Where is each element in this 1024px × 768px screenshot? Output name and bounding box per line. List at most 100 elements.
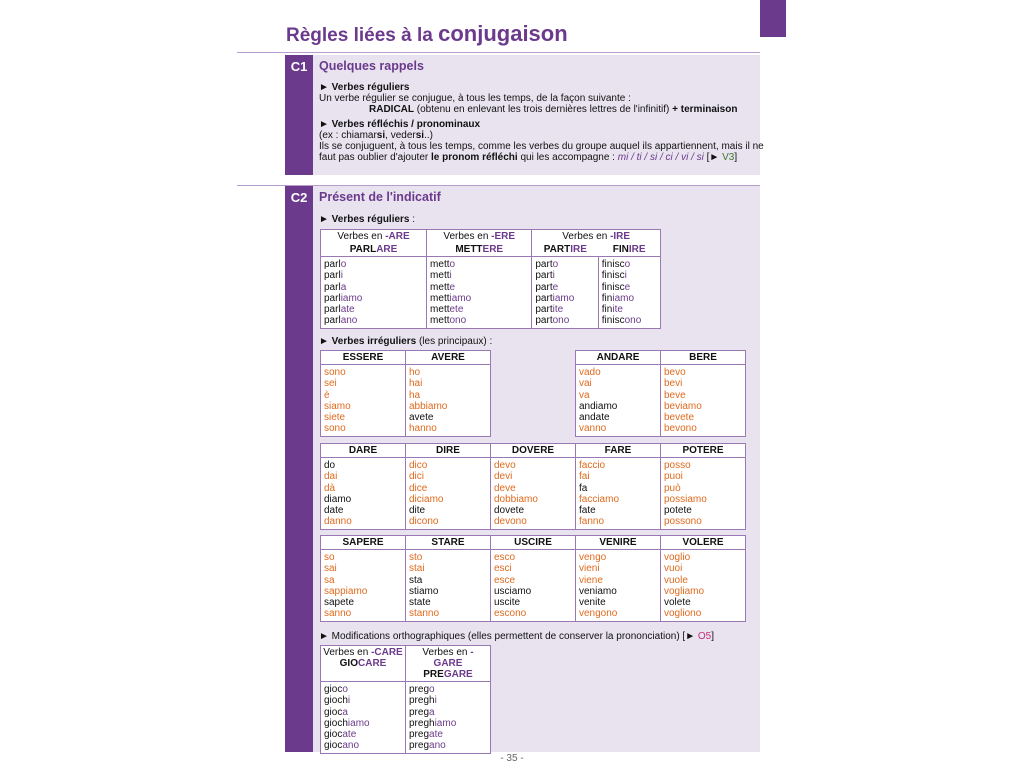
verb-form: può: [664, 482, 681, 494]
verb-form: voglio: [664, 552, 691, 563]
stem: PRE: [423, 669, 444, 680]
verb-row: ESSERE AVERE: [320, 350, 491, 365]
text-line: Un verbe régulier se conjugue, à tous le…: [319, 93, 631, 104]
stem: parl: [324, 304, 341, 316]
verb-header: DIRE: [405, 443, 491, 458]
verb-form: fate: [579, 505, 596, 517]
verb-form: volete: [664, 597, 691, 609]
text-line: (ex : chiamarsi, vedersi..): [319, 130, 433, 142]
text: (les principaux) :: [416, 336, 493, 347]
ending: i: [340, 270, 343, 282]
ending: o: [552, 259, 559, 270]
stem: parl: [324, 315, 341, 327]
verb-form: venite: [579, 597, 606, 609]
verb-form: stiamo: [409, 585, 439, 597]
stem: pregh: [409, 717, 435, 729]
forms-row: so sai sa sappiamo sapete sanno sto stai sta stia…: [320, 549, 746, 622]
text: Verbes en: [422, 647, 471, 658]
group-header: Verbes en -IRE: [531, 229, 661, 243]
verb-name: SAPERE: [342, 537, 384, 548]
verb-form: hanno: [409, 423, 437, 435]
verb-form: siete: [324, 412, 346, 424]
forms-cell: voglio vuoi vuole vogliamo volete vogliono: [660, 549, 746, 622]
verb-form: fai: [579, 471, 590, 483]
verb-header: METTERE: [426, 243, 533, 257]
ending: ono: [552, 315, 570, 327]
section-c1: C1 Quelques rappels ► Verbes réguliers U…: [285, 55, 764, 175]
divider: [237, 52, 760, 53]
verb-form: dice: [409, 482, 428, 494]
verb-form: mettono: [430, 315, 528, 326]
verb-form: puoi: [664, 471, 683, 483]
section-strip: [285, 186, 313, 752]
ending: ano: [340, 315, 358, 327]
verb-form: parlate: [324, 304, 423, 315]
ending: ono: [624, 315, 642, 327]
verb-form: diciamo: [409, 493, 444, 505]
verb-form: mettete: [430, 304, 528, 315]
cross-reference-link[interactable]: O5: [697, 631, 712, 642]
group-ending: -IRE: [610, 231, 631, 242]
forms-cell: vengo vieni viene veniamo venite vengono: [575, 549, 661, 622]
ending: iamo: [449, 292, 472, 304]
ending: IRE: [628, 244, 646, 255]
ending: iamo: [340, 292, 363, 304]
verb-form: è: [324, 389, 330, 401]
verb-form: avete: [409, 412, 434, 424]
page-number: - 35 -: [500, 753, 524, 764]
verb-form: dici: [409, 471, 425, 483]
verb-header: ANDARE: [575, 350, 661, 365]
forms-cell: sono sei è siamo siete sono: [320, 364, 406, 437]
verb-name: VENIRE: [599, 537, 637, 548]
forms-cell: sto stai sta stiamo state stanno: [405, 549, 491, 622]
verb-form: finisco: [602, 259, 657, 270]
stem: gioc: [324, 729, 343, 741]
forms-cell: do dai dà diamo date danno: [320, 457, 406, 530]
stem: part: [535, 281, 553, 293]
ending: IRE: [570, 244, 587, 255]
stem: mett: [430, 259, 450, 270]
ending: i: [552, 270, 555, 282]
ending: iamo: [552, 292, 575, 304]
verb-form: esce: [494, 574, 516, 586]
chapter-tab-marker: [760, 0, 786, 37]
verb-form: andiamo: [579, 400, 618, 412]
divider: [237, 185, 760, 186]
stem: finisc: [601, 259, 625, 270]
verb-form: devi: [494, 471, 513, 483]
forms-cell: esco esci esce usciamo uscite escono: [490, 549, 576, 622]
cross-reference-link[interactable]: V3: [722, 152, 735, 163]
verb-form: va: [579, 389, 590, 401]
verb-form: possiamo: [664, 493, 707, 505]
verb-form: hai: [409, 378, 423, 390]
verb-form: vanno: [579, 423, 607, 435]
verb-form: sono: [324, 367, 346, 378]
verb-name: USCIRE: [514, 537, 552, 548]
stem: finisc: [601, 315, 625, 327]
verb-form: ho: [409, 367, 421, 378]
verb-form: dà: [324, 482, 336, 494]
subheading-regular: ► Verbes réguliers :: [319, 214, 415, 226]
verb-header: AVERE: [405, 350, 491, 365]
stem: mett: [430, 292, 450, 304]
text: , veder: [385, 130, 416, 141]
text: faut pas oublier d'ajouter: [319, 152, 431, 163]
subheading-modifications: ► Modifications orthographiques (elles p…: [319, 631, 714, 643]
section-title: Présent de l'indicatif: [319, 190, 441, 204]
text: Verbes en: [323, 647, 372, 658]
forms-cell: gioco giochi gioca giochiamo giocate giocano: [320, 681, 406, 754]
verb-form: bevete: [664, 412, 695, 424]
text: Verbes en: [443, 231, 492, 242]
forms-cell: vado vai va andiamo andate vanno: [575, 364, 661, 437]
verb-name: DOVERE: [511, 445, 555, 456]
verb-form: sanno: [324, 608, 352, 620]
verb-form: vieni: [579, 563, 600, 575]
text: :: [409, 214, 416, 225]
spelling-changes-table: Verbes en -CARE GIOCARE Verbes en -GARE PRE…: [320, 645, 491, 754]
stem: parl: [324, 259, 341, 270]
ending: o: [342, 684, 348, 695]
stem: preg: [409, 740, 430, 752]
stem: METT: [455, 244, 483, 255]
group-ending: -ARE: [385, 231, 410, 242]
text: [►: [703, 152, 723, 163]
